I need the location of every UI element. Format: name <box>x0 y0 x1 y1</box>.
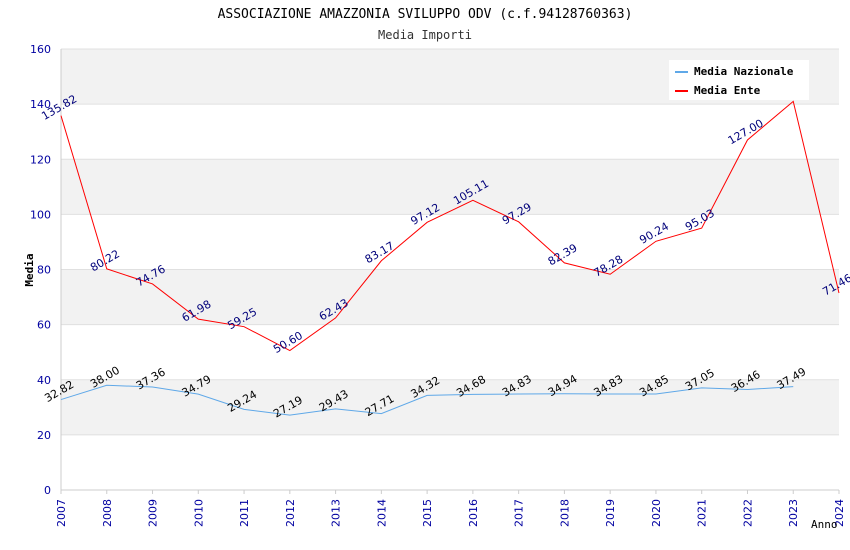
grid-band <box>61 269 839 325</box>
legend: Media Nazionale Media Ente <box>669 60 809 100</box>
legend-box <box>669 60 809 100</box>
x-tick-label: 2011 <box>238 499 251 527</box>
x-tick-label: 2015 <box>421 499 434 527</box>
y-tick-label: 0 <box>44 484 51 497</box>
x-tick-label: 2007 <box>55 499 68 527</box>
series-lines <box>60 100 840 416</box>
x-tick-label: 2021 <box>696 499 709 527</box>
y-tick-label: 20 <box>37 429 51 442</box>
x-tick-label: 2024 <box>833 499 846 527</box>
grid-band <box>61 214 839 270</box>
y-tick-labels: 0 20 40 60 80 100 120 140 160 <box>30 43 51 497</box>
x-tick-labels: 2007 2008 2009 2010 2011 2012 2013 2014 2015 2016… <box>55 499 846 527</box>
legend-label-media-ente: Media Ente <box>694 84 761 97</box>
x-tick-label: 2019 <box>604 499 617 527</box>
x-tick-label: 2016 <box>467 499 480 527</box>
x-axis-label: Anno <box>811 518 838 531</box>
grid-bands <box>61 49 839 490</box>
grid-band <box>61 324 839 380</box>
x-tick-label: 2017 <box>513 499 526 527</box>
x-tick-label: 2010 <box>192 499 205 527</box>
y-tick-label: 100 <box>30 208 51 221</box>
legend-label-media-nazionale: Media Nazionale <box>694 65 794 78</box>
y-tick-label: 160 <box>30 43 51 56</box>
x-tick-label: 2023 <box>787 499 800 527</box>
x-tick-label: 2009 <box>147 499 160 527</box>
y-axis-label: Media <box>23 253 36 286</box>
grid-band <box>61 379 839 435</box>
x-tick-label: 2014 <box>375 499 388 527</box>
axes <box>60 49 840 494</box>
x-tick-label: 2022 <box>741 499 754 527</box>
x-tick-label: 2012 <box>284 499 297 527</box>
grid-band <box>61 104 839 160</box>
x-tick-label: 2018 <box>558 499 571 527</box>
chart-subtitle: Media Importi <box>378 28 472 42</box>
grid-band <box>61 434 839 490</box>
y-tick-label: 40 <box>37 374 51 387</box>
series-line-media-nazionale <box>60 384 794 416</box>
y-tick-label: 120 <box>30 153 51 166</box>
y-tick-label: 60 <box>37 319 51 332</box>
y-tick-label: 140 <box>30 98 51 111</box>
x-tick-label: 2020 <box>650 499 663 527</box>
x-tick-label: 2013 <box>330 499 343 527</box>
series-line-media-ente <box>60 100 840 352</box>
grid-band <box>61 159 839 215</box>
x-tick-label: 2008 <box>101 499 114 527</box>
chart-title: ASSOCIAZIONE AMAZZONIA SVILUPPO ODV (c.f… <box>218 7 633 22</box>
y-tick-label: 80 <box>37 264 51 277</box>
